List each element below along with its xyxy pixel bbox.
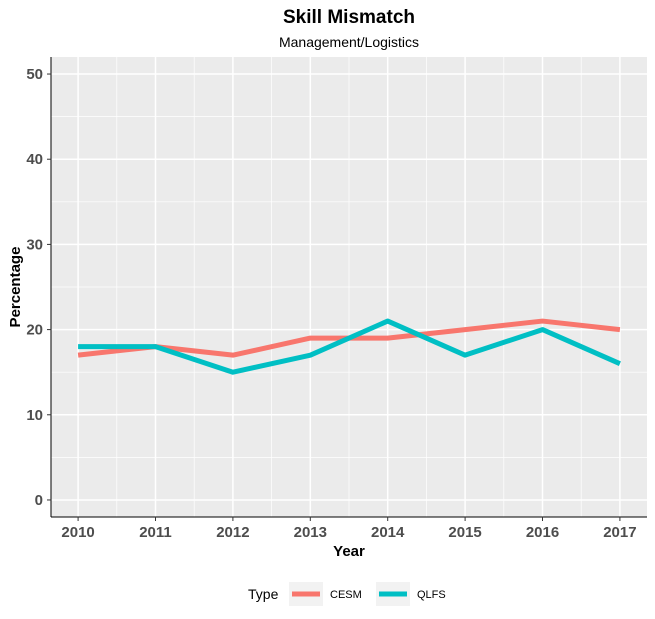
chart-subtitle: Management/Logistics (279, 34, 419, 50)
series-line-qlfs (78, 318, 621, 375)
x-tick-label: 2013 (294, 524, 327, 541)
x-tick-label: 2010 (61, 524, 94, 541)
y-axis-title: Percentage (7, 247, 24, 328)
x-tick-label: 2017 (603, 524, 636, 541)
legend-label-cesm: CESM (330, 589, 362, 601)
legend-title: Type (248, 586, 279, 602)
y-tick-label: 30 (26, 236, 43, 253)
legend-label-qlfs: QLFS (417, 589, 446, 601)
y-tick-label: 0 (35, 492, 43, 509)
x-tick-label: 2011 (139, 524, 172, 541)
x-tick-label: 2014 (371, 524, 405, 541)
x-axis-title: Year (333, 543, 365, 560)
y-tick-label: 10 (26, 407, 43, 424)
y-tick-label: 40 (26, 151, 43, 168)
x-tick-label: 2015 (448, 524, 481, 541)
plot-panel (51, 57, 647, 517)
legend: Type CESM QLFS (248, 582, 446, 606)
y-tick-label: 50 (26, 66, 43, 83)
y-tick-label: 20 (26, 322, 43, 339)
axes-layer: 0 10 20 30 40 50 2010 2011 2012 2013 2014 2015 2016 2… (26, 57, 647, 541)
x-tick-label: 2012 (216, 524, 249, 541)
chart-title: Skill Mismatch (283, 7, 415, 28)
x-tick-label: 2016 (526, 524, 559, 541)
series-layer (77, 318, 621, 375)
